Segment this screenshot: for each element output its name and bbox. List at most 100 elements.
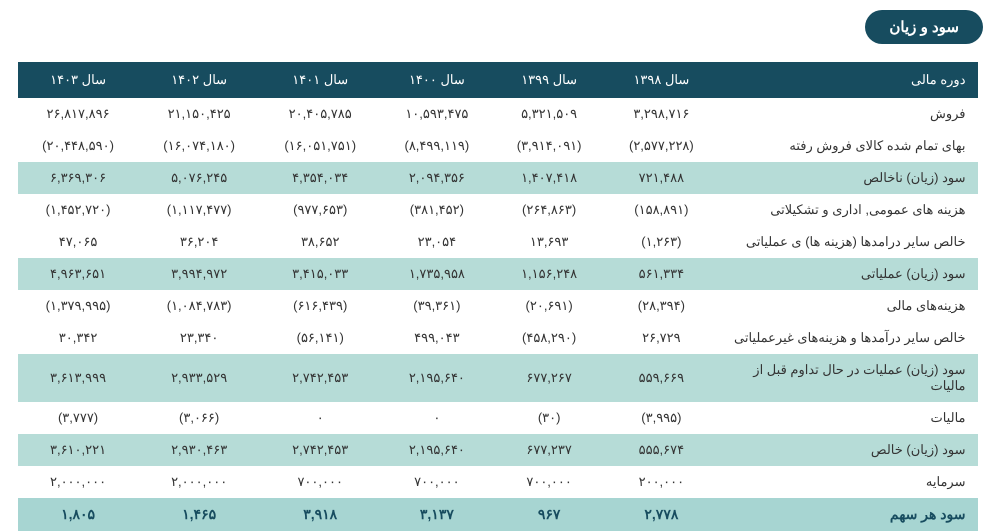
cell: ۲,۹۳۰,۴۶۳ bbox=[139, 434, 260, 466]
cell: (۲۰,۶۹۱) bbox=[493, 290, 605, 322]
cell: ۲۶,۷۲۹ bbox=[605, 322, 717, 354]
header-year-1: سال ۱۳۹۹ bbox=[493, 62, 605, 98]
cell: ۲,۱۹۵,۶۴۰ bbox=[381, 434, 493, 466]
row-label: هزینه‌های مالی bbox=[718, 290, 978, 322]
cell: ۲,۰۰۰,۰۰۰ bbox=[139, 466, 260, 498]
cell: ۳,۹۱۸ bbox=[260, 498, 381, 531]
row-label: سرمایه bbox=[718, 466, 978, 498]
cell: ۱,۷۳۵,۹۵۸ bbox=[381, 258, 493, 290]
row-label: مالیات bbox=[718, 402, 978, 434]
row-label: خالص سایر درامدها (هزینه ها) ی عملیاتی bbox=[718, 226, 978, 258]
row-label: سود هر سهم bbox=[718, 498, 978, 531]
table-row: سود هر سهم۲,۷۷۸۹۶۷۳,۱۳۷۳,۹۱۸۱,۴۶۵۱,۸۰۵ bbox=[18, 498, 978, 531]
cell: ۲۳,۰۵۴ bbox=[381, 226, 493, 258]
cell: ۴۹۹,۰۴۳ bbox=[381, 322, 493, 354]
cell: ۱,۴۶۵ bbox=[139, 498, 260, 531]
cell: (۲۸,۳۹۴) bbox=[605, 290, 717, 322]
header-year-2: سال ۱۴۰۰ bbox=[381, 62, 493, 98]
cell: ۳۶,۲۰۴ bbox=[139, 226, 260, 258]
cell: (۱,۰۸۴,۷۸۳) bbox=[139, 290, 260, 322]
cell: (۱,۱۱۷,۴۷۷) bbox=[139, 194, 260, 226]
cell: (۱۵۸,۸۹۱) bbox=[605, 194, 717, 226]
table-row: سرمایه۲۰۰,۰۰۰۷۰۰,۰۰۰۷۰۰,۰۰۰۷۰۰,۰۰۰۲,۰۰۰,… bbox=[18, 466, 978, 498]
cell: (۱۶,۰۷۴,۱۸۰) bbox=[139, 130, 260, 162]
cell: ۴,۹۶۳,۶۵۱ bbox=[18, 258, 139, 290]
cell: ۷۰۰,۰۰۰ bbox=[260, 466, 381, 498]
cell: (۱,۴۵۲,۷۲۰) bbox=[18, 194, 139, 226]
row-label: بهای تمام شده کالای فروش رفته bbox=[718, 130, 978, 162]
cell: ۱,۴۰۷,۴۱۸ bbox=[493, 162, 605, 194]
table-row: بهای تمام شده کالای فروش رفته(۲,۵۷۷,۲۲۸)… bbox=[18, 130, 978, 162]
header-label: دوره مالی bbox=[718, 62, 978, 98]
cell: ۵۶۱,۳۳۴ bbox=[605, 258, 717, 290]
cell: (۳۸۱,۴۵۲) bbox=[381, 194, 493, 226]
cell: (۳,۷۷۷) bbox=[18, 402, 139, 434]
row-label: سود (زیان) عملیاتی bbox=[718, 258, 978, 290]
cell: ۱,۱۵۶,۲۴۸ bbox=[493, 258, 605, 290]
header-year-4: سال ۱۴۰۲ bbox=[139, 62, 260, 98]
cell: ۲۰,۴۰۵,۷۸۵ bbox=[260, 98, 381, 130]
cell: (۳۰) bbox=[493, 402, 605, 434]
cell: (۳,۰۶۶) bbox=[139, 402, 260, 434]
cell: ۲,۱۹۵,۶۴۰ bbox=[381, 354, 493, 402]
row-label: خالص سایر درآمدها و هزینه‌های غیرعملیاتی bbox=[718, 322, 978, 354]
cell: ۱۰,۵۹۳,۴۷۵ bbox=[381, 98, 493, 130]
table-row: خالص سایر درامدها (هزینه ها) ی عملیاتی(۱… bbox=[18, 226, 978, 258]
table-row: هزینه‌های مالی(۲۸,۳۹۴)(۲۰,۶۹۱)(۳۹,۳۶۱)(۶… bbox=[18, 290, 978, 322]
cell: (۹۷۷,۶۵۳) bbox=[260, 194, 381, 226]
cell: (۲,۵۷۷,۲۲۸) bbox=[605, 130, 717, 162]
cell: ۲,۰۹۴,۳۵۶ bbox=[381, 162, 493, 194]
cell: (۱۶,۰۵۱,۷۵۱) bbox=[260, 130, 381, 162]
header-year-5: سال ۱۴۰۳ bbox=[18, 62, 139, 98]
table-row: فروش۳,۲۹۸,۷۱۶۵,۳۲۱,۵۰۹۱۰,۵۹۳,۴۷۵۲۰,۴۰۵,۷… bbox=[18, 98, 978, 130]
cell: ۰ bbox=[260, 402, 381, 434]
cell: ۱,۸۰۵ bbox=[18, 498, 139, 531]
cell: ۷۲۱,۴۸۸ bbox=[605, 162, 717, 194]
cell: (۳,۹۱۴,۰۹۱) bbox=[493, 130, 605, 162]
row-label: سود (زیان) خالص bbox=[718, 434, 978, 466]
header-year-3: سال ۱۴۰۱ bbox=[260, 62, 381, 98]
cell: ۶,۳۶۹,۳۰۶ bbox=[18, 162, 139, 194]
cell: ۲,۹۳۳,۵۲۹ bbox=[139, 354, 260, 402]
cell: ۲۳,۳۴۰ bbox=[139, 322, 260, 354]
cell: ۵۵۵,۶۷۴ bbox=[605, 434, 717, 466]
cell: ۶۷۷,۲۳۷ bbox=[493, 434, 605, 466]
cell: (۸,۴۹۹,۱۱۹) bbox=[381, 130, 493, 162]
row-label: سود (زیان) عملیات در حال تداوم قبل از ما… bbox=[718, 354, 978, 402]
table-row: سود (زیان) ناخالص۷۲۱,۴۸۸۱,۴۰۷,۴۱۸۲,۰۹۴,۳… bbox=[18, 162, 978, 194]
table-row: سود (زیان) عملیات در حال تداوم قبل از ما… bbox=[18, 354, 978, 402]
profit-loss-table: دوره مالی سال ۱۳۹۸ سال ۱۳۹۹ سال ۱۴۰۰ سال… bbox=[18, 62, 978, 531]
table-row: هزینه های عمومی, اداری و تشکیلاتی(۱۵۸,۸۹… bbox=[18, 194, 978, 226]
cell: ۳۰,۳۴۲ bbox=[18, 322, 139, 354]
cell: ۲,۷۷۸ bbox=[605, 498, 717, 531]
table-row: سود (زیان) عملیاتی۵۶۱,۳۳۴۱,۱۵۶,۲۴۸۱,۷۳۵,… bbox=[18, 258, 978, 290]
cell: ۲,۰۰۰,۰۰۰ bbox=[18, 466, 139, 498]
table-row: مالیات(۳,۹۹۵)(۳۰)۰۰(۳,۰۶۶)(۳,۷۷۷) bbox=[18, 402, 978, 434]
row-label: فروش bbox=[718, 98, 978, 130]
cell: (۵۶,۱۴۱) bbox=[260, 322, 381, 354]
cell: (۲۰,۴۴۸,۵۹۰) bbox=[18, 130, 139, 162]
cell: (۳,۹۹۵) bbox=[605, 402, 717, 434]
cell: ۲,۷۴۲,۴۵۳ bbox=[260, 434, 381, 466]
cell: (۳۹,۳۶۱) bbox=[381, 290, 493, 322]
section-title: سود و زیان bbox=[865, 10, 983, 44]
cell: ۹۶۷ bbox=[493, 498, 605, 531]
cell: ۴۷,۰۶۵ bbox=[18, 226, 139, 258]
row-label: هزینه های عمومی, اداری و تشکیلاتی bbox=[718, 194, 978, 226]
cell: ۵,۳۲۱,۵۰۹ bbox=[493, 98, 605, 130]
cell: ۳,۶۱۰,۲۲۱ bbox=[18, 434, 139, 466]
cell: ۳۸,۶۵۲ bbox=[260, 226, 381, 258]
header-year-0: سال ۱۳۹۸ bbox=[605, 62, 717, 98]
cell: ۳,۱۳۷ bbox=[381, 498, 493, 531]
row-label: سود (زیان) ناخالص bbox=[718, 162, 978, 194]
cell: ۳,۹۹۴,۹۷۲ bbox=[139, 258, 260, 290]
cell: ۴,۳۵۴,۰۳۴ bbox=[260, 162, 381, 194]
cell: ۲۱,۱۵۰,۴۲۵ bbox=[139, 98, 260, 130]
cell: (۱,۲۶۳) bbox=[605, 226, 717, 258]
cell: (۱,۳۷۹,۹۹۵) bbox=[18, 290, 139, 322]
table-row: سود (زیان) خالص۵۵۵,۶۷۴۶۷۷,۲۳۷۲,۱۹۵,۶۴۰۲,… bbox=[18, 434, 978, 466]
cell: ۳,۲۹۸,۷۱۶ bbox=[605, 98, 717, 130]
cell: (۶۱۶,۴۳۹) bbox=[260, 290, 381, 322]
table-header: دوره مالی سال ۱۳۹۸ سال ۱۳۹۹ سال ۱۴۰۰ سال… bbox=[18, 62, 978, 98]
cell: ۲,۷۴۲,۴۵۳ bbox=[260, 354, 381, 402]
